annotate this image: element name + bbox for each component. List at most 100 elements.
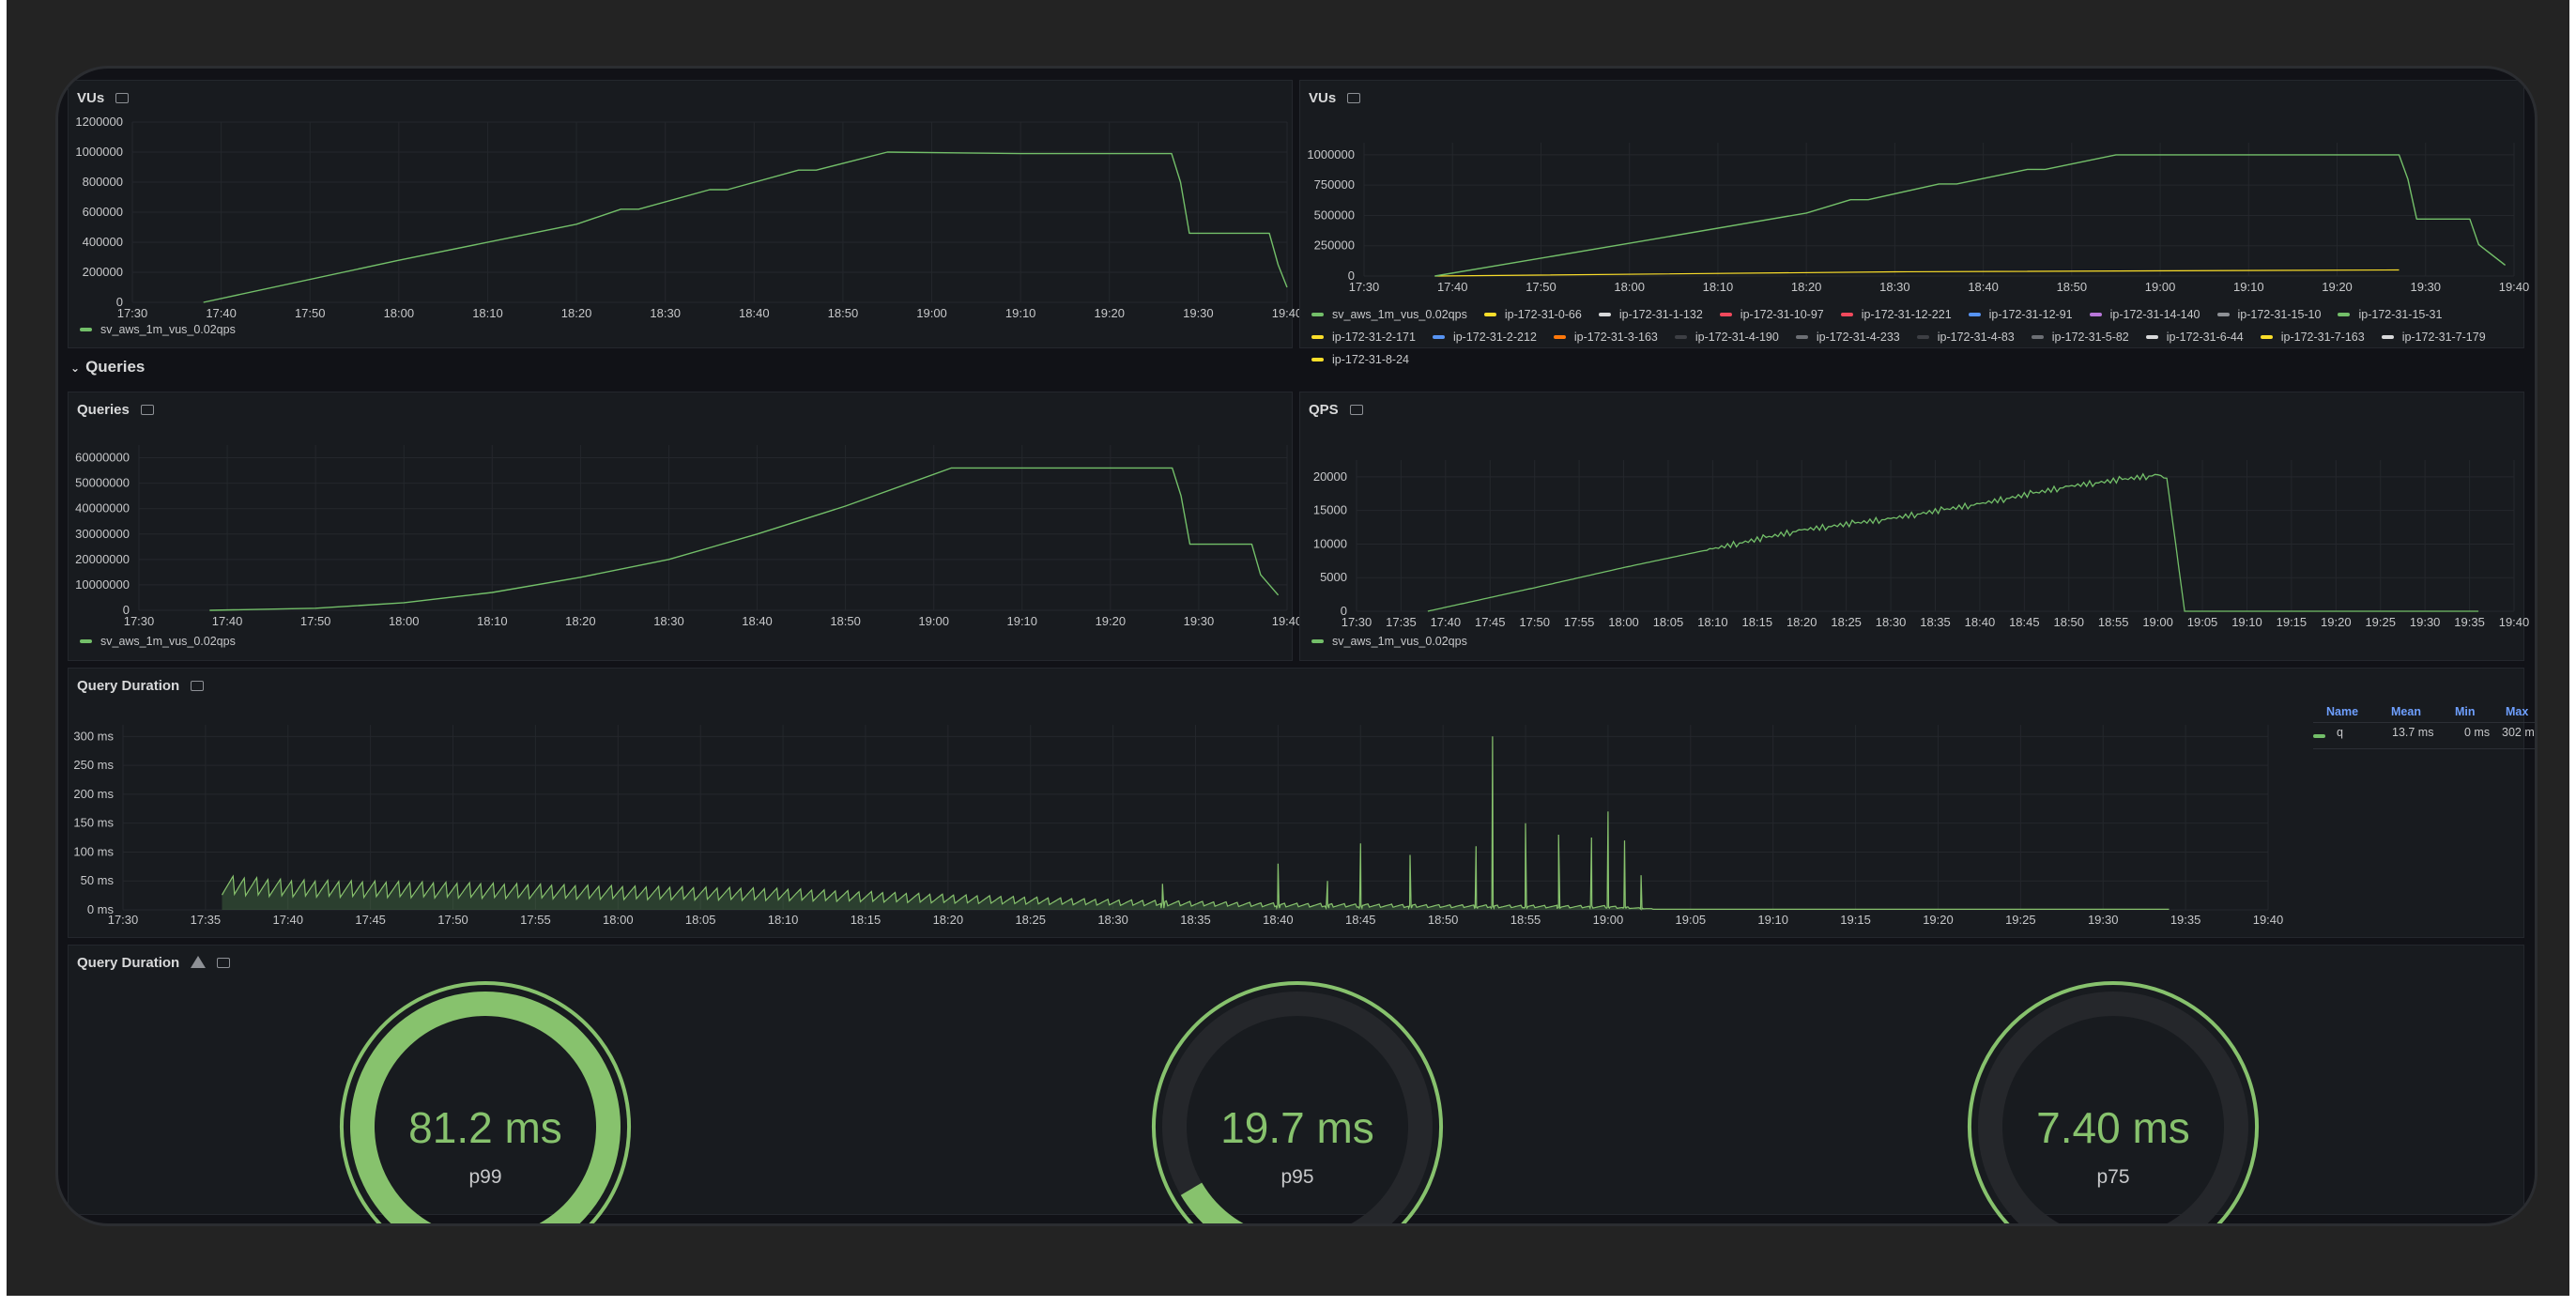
x-tick-label: 19:30 bbox=[2088, 913, 2119, 927]
x-tick-label: 18:10 bbox=[477, 614, 508, 628]
x-tick-label: 19:40 bbox=[1272, 306, 1303, 320]
x-tick-label: 17:50 bbox=[1526, 280, 1556, 294]
y-tick-label: 100 ms bbox=[73, 844, 114, 858]
x-tick-label: 17:50 bbox=[300, 614, 331, 628]
vus-panel-left[interactable]: VUs 0 200000 400000 600000 800000 1000000 1200… bbox=[68, 80, 1302, 348]
legend-item[interactable]: ip-172-31-4-233 bbox=[1795, 326, 1900, 348]
legend-item[interactable]: ip-172-31-12-221 bbox=[1840, 303, 1952, 326]
legend-item[interactable]: sv_aws_1m_vus_0.02qps bbox=[80, 318, 236, 341]
legend-header-max[interactable]: Max bbox=[2506, 705, 2529, 718]
x-tick-label: 18:40 bbox=[1263, 913, 1294, 927]
x-tick-label: 17:35 bbox=[191, 913, 222, 927]
x-tick-label: 18:50 bbox=[830, 614, 861, 628]
gauge-fill bbox=[350, 992, 621, 1223]
legend-item[interactable]: ip-172-31-3-163 bbox=[1553, 326, 1658, 348]
y-tick-label: 30000000 bbox=[75, 527, 130, 541]
x-tick-label: 18:30 bbox=[650, 306, 681, 320]
legend-item[interactable]: ip-172-31-7-163 bbox=[2260, 326, 2365, 348]
legend-header-mean[interactable]: Mean bbox=[2391, 705, 2421, 718]
plot-area: 0 250000 500000 750000 1000000 17:30 17:40 17:5… bbox=[1307, 143, 2529, 294]
legend-swatch bbox=[80, 638, 92, 643]
legend-item[interactable]: ip-172-31-6-44 bbox=[2145, 326, 2244, 348]
x-tick-label: 18:10 bbox=[768, 913, 799, 927]
gauge-label: p95 bbox=[1280, 1166, 1313, 1188]
legend-label: ip-172-31-1-132 bbox=[1618, 308, 1703, 321]
qps-panel[interactable]: QPS 0 5000 10000 15000 20000 17:30 17:35 17:40 1… bbox=[1299, 392, 2529, 661]
legend-label: sv_aws_1m_vus_0.02qps bbox=[100, 635, 236, 648]
legend-label: sv_aws_1m_vus_0.02qps bbox=[1332, 635, 1467, 648]
x-tick-label: 18:30 bbox=[653, 614, 684, 628]
legend-item[interactable]: ip-172-31-4-190 bbox=[1674, 326, 1779, 348]
y-tick-label: 750000 bbox=[1314, 177, 1355, 192]
legend-item[interactable]: ip-172-31-14-140 bbox=[2089, 303, 2200, 326]
panel-info-icon[interactable] bbox=[140, 404, 154, 415]
legend-header-min[interactable]: Min bbox=[2455, 705, 2476, 718]
x-tick-label: 19:35 bbox=[2170, 913, 2201, 927]
x-tick-label: 19:00 bbox=[2145, 280, 2176, 294]
legend-item[interactable]: ip-172-31-12-91 bbox=[1968, 303, 2073, 326]
series-line bbox=[1434, 154, 2507, 277]
panel-title-text: VUs bbox=[77, 90, 105, 106]
legend-item[interactable]: ip-172-31-15-31 bbox=[2338, 303, 2442, 326]
legend-item[interactable]: ip-172-31-4-83 bbox=[1916, 326, 2015, 348]
legend-label: sv_aws_1m_vus_0.02qps bbox=[100, 323, 236, 336]
panel-info-icon[interactable] bbox=[115, 92, 130, 103]
gauge-track bbox=[1978, 992, 2248, 1223]
legend-item[interactable]: sv_aws_1m_vus_0.02qps bbox=[1311, 303, 1467, 326]
dashboard-window: VUs 0 200000 400000 600000 800000 1000000 1200… bbox=[55, 66, 2538, 1226]
y-tick-label: 1000000 bbox=[1307, 147, 1355, 161]
panel-title: Queries bbox=[77, 402, 154, 418]
legend-item[interactable]: ip-172-31-10-97 bbox=[1719, 303, 1824, 326]
warning-icon[interactable] bbox=[191, 955, 207, 968]
x-tick-label: 17:30 bbox=[108, 913, 139, 927]
panel-info-icon[interactable] bbox=[1347, 92, 1361, 103]
legend-item[interactable]: ip-172-31-2-171 bbox=[1311, 326, 1416, 348]
screenshot-backdrop: VUs 0 200000 400000 600000 800000 1000000 1200… bbox=[7, 0, 2569, 1296]
x-tick-label: 18:25 bbox=[1831, 615, 1862, 629]
x-tick-label: 18:30 bbox=[1097, 913, 1128, 927]
gauge-value: 81.2 ms bbox=[408, 1103, 562, 1152]
legend-label: ip-172-31-15-31 bbox=[2358, 308, 2443, 321]
legend-item[interactable]: sv_aws_1m_vus_0.02qps bbox=[1311, 630, 1467, 653]
x-tick-label: 19:00 bbox=[1593, 913, 1624, 927]
x-tick-label: 18:30 bbox=[1876, 615, 1907, 629]
legend-min-value: 0 ms bbox=[2464, 726, 2491, 739]
panel-info-icon[interactable] bbox=[217, 957, 231, 968]
legend-item[interactable]: ip-172-31-2-212 bbox=[1432, 326, 1537, 348]
query-duration-gauges-panel[interactable]: Query Duration 81.2 ms p99 19.7 ms p95 7.40 … bbox=[68, 945, 2524, 1223]
legend-item[interactable]: ip-172-31-1-132 bbox=[1598, 303, 1703, 326]
legend-item[interactable]: ip-172-31-0-66 bbox=[1483, 303, 1582, 326]
gauge-value: 19.7 ms bbox=[1220, 1103, 1374, 1152]
x-tick-label: 17:40 bbox=[1437, 280, 1468, 294]
panel-info-icon[interactable] bbox=[1349, 404, 1363, 415]
gauge-p95: 19.7 ms p95 bbox=[1152, 981, 1443, 1223]
x-tick-label: 18:20 bbox=[565, 614, 596, 628]
panel-info-icon[interactable] bbox=[191, 680, 205, 691]
legend-row[interactable]: q 13.7 ms 0 ms 302 ms bbox=[2313, 726, 2535, 748]
query-duration-panel[interactable]: Query Duration 0 ms 50 ms 100 ms 150 ms 200 … bbox=[68, 668, 2524, 938]
legend-series-name: q bbox=[2337, 726, 2343, 739]
legend-label: ip-172-31-4-83 bbox=[1937, 331, 2015, 344]
chevron-down-icon: ⌄ bbox=[70, 361, 81, 375]
x-tick-label: 18:20 bbox=[1791, 280, 1822, 294]
queries-panel[interactable]: Queries 0 10000000 20000000 30000000 4000000… bbox=[68, 392, 1302, 661]
x-tick-label: 19:30 bbox=[1183, 306, 1214, 320]
gauge-label: p99 bbox=[468, 1166, 501, 1188]
legend-swatch bbox=[1968, 312, 1981, 316]
x-tick-label: 18:50 bbox=[2057, 280, 2088, 294]
row-collapse-toggle[interactable]: ⌄ Queries bbox=[70, 358, 145, 377]
y-tick-label: 150 ms bbox=[73, 816, 114, 830]
legend-item[interactable]: ip-172-31-15-10 bbox=[2216, 303, 2321, 326]
legend-item[interactable]: ip-172-31-5-82 bbox=[2031, 326, 2129, 348]
x-tick-label: 18:50 bbox=[828, 306, 859, 320]
legend-item[interactable]: ip-172-31-7-179 bbox=[2381, 326, 2486, 348]
legend-header-name[interactable]: Name bbox=[2326, 705, 2359, 718]
panel-title-text: Query Duration bbox=[77, 955, 180, 971]
legend-item[interactable]: ip-172-31-8-24 bbox=[1311, 348, 1409, 371]
vus-panel-right[interactable]: VUs 0 250000 500000 750000 1000000 17:30 17:40… bbox=[1299, 80, 2529, 366]
y-tick-label: 5000 bbox=[1320, 570, 1347, 584]
legend-swatch bbox=[1432, 334, 1445, 339]
x-tick-label: 18:40 bbox=[1965, 615, 1996, 629]
x-tick-label: 19:25 bbox=[2365, 615, 2396, 629]
legend-item[interactable]: sv_aws_1m_vus_0.02qps bbox=[80, 630, 236, 653]
